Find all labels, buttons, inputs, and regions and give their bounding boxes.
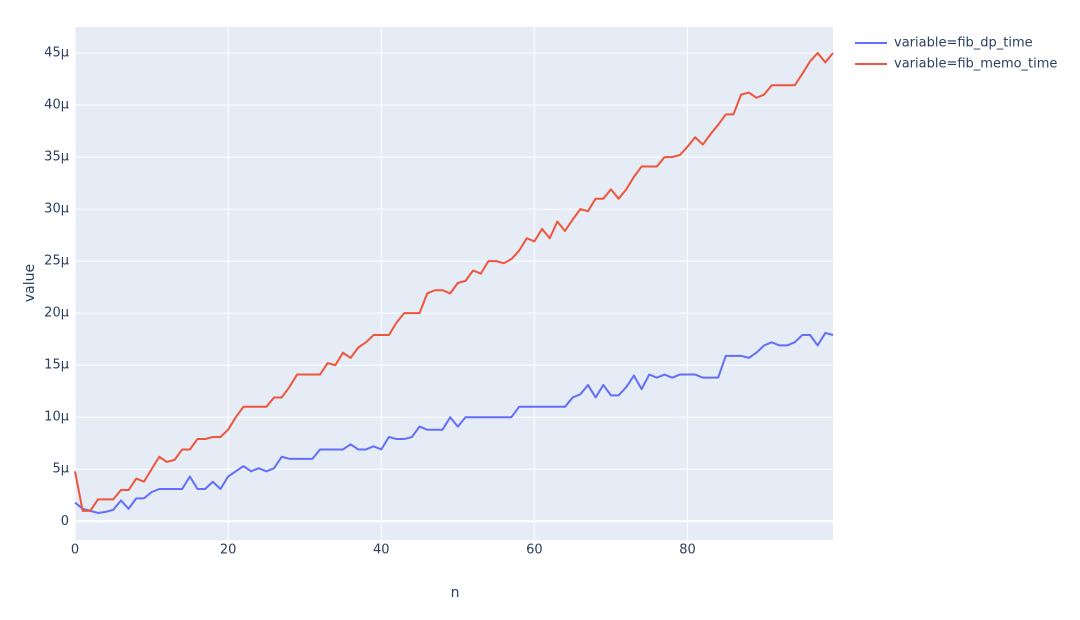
x-tick-label: 40 bbox=[373, 543, 390, 558]
data-line bbox=[74, 331, 834, 514]
plot-area bbox=[75, 27, 833, 540]
x-tick-label: 60 bbox=[526, 543, 543, 558]
y-tick-label: 30μ bbox=[44, 202, 69, 217]
y-tick-label: 5μ bbox=[52, 462, 69, 477]
y-tick-label: 45μ bbox=[44, 46, 69, 61]
legend-label: variable=fib_dp_time bbox=[894, 36, 1033, 51]
x-tick-label: 0 bbox=[71, 543, 79, 558]
y-tick-label: 35μ bbox=[44, 150, 69, 165]
x-tick-label: 20 bbox=[220, 543, 237, 558]
y-tick-label: 20μ bbox=[44, 306, 69, 321]
y-tick-label: 40μ bbox=[44, 98, 69, 113]
y-tick-label: 15μ bbox=[44, 358, 69, 373]
legend-label: variable=fib_memo_time bbox=[894, 57, 1057, 72]
y-tick-label: 0 bbox=[61, 514, 69, 529]
x-axis-label: n bbox=[451, 585, 460, 601]
y-axis-label: value bbox=[22, 264, 38, 302]
y-tick-label: 25μ bbox=[44, 254, 69, 269]
y-tick-label: 10μ bbox=[44, 410, 69, 425]
data-line bbox=[74, 52, 834, 512]
x-tick-label: 80 bbox=[679, 543, 696, 558]
